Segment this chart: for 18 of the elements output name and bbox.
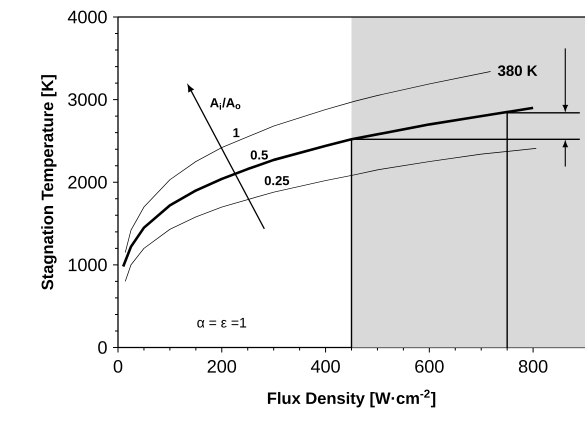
x-tick-label: 0 [114,360,122,373]
x-axis-title: Flux Density [W·cm$^{-2}$] [268,390,436,408]
annotation: α = ε =1 [197,318,246,328]
y-tick-label: 0 [98,341,107,354]
series-label: 0.5 [250,150,268,160]
legend-title: A$_{i}$/A$_{o}$ [210,98,240,110]
y-tick-label: 4000 [68,10,107,24]
x-tick-label: 400 [310,360,340,373]
series-label: 0.25 [264,176,290,186]
y-tick-label: 1000 [68,258,107,272]
series-label: 1 [233,128,240,138]
y-axis-title: Stagnation Temperature [K] [41,75,57,290]
annotation: 380 K [498,65,538,76]
x-tick-label: 600 [415,360,444,373]
y-tick-label: 3000 [68,93,107,106]
x-tick-label: 800 [518,360,548,373]
x-tick-label: 200 [208,360,236,373]
y-tick-label: 2000 [68,176,107,189]
